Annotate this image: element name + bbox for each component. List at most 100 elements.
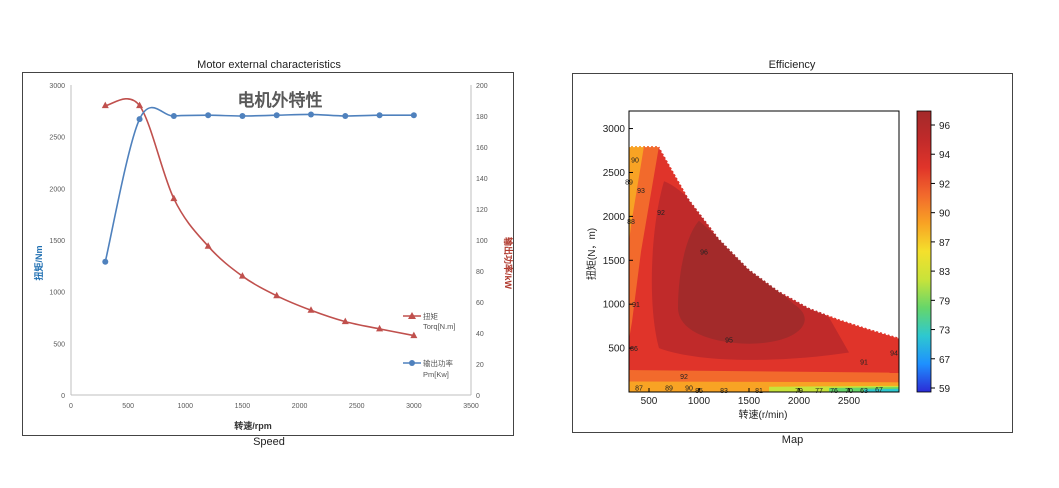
contour-label: 93 bbox=[637, 188, 645, 195]
x-tick-label: 0 bbox=[69, 403, 73, 410]
legend-power-label-en: Pm[Kw] bbox=[423, 370, 449, 379]
legend: 扭矩 Torq[N.m] 输出功率 Pm[Kw] bbox=[403, 311, 456, 379]
x-tick-label: 500 bbox=[122, 403, 134, 410]
map-x-tick-label: 2000 bbox=[788, 396, 811, 407]
right-chart-caption-bottom: Map bbox=[781, 434, 804, 446]
series-line-torque bbox=[105, 98, 415, 337]
left-chart-caption-top: Motor external characteristics bbox=[197, 59, 341, 71]
y2-tick-label: 60 bbox=[476, 300, 484, 307]
x-tick-label: 2000 bbox=[292, 403, 308, 410]
y2-tick-label: 120 bbox=[476, 207, 488, 214]
torque-point bbox=[410, 331, 418, 339]
y-tick-label: 1000 bbox=[49, 290, 65, 297]
legend-power-marker bbox=[409, 360, 415, 366]
torque-point bbox=[101, 101, 109, 109]
x-tick-label: 3500 bbox=[463, 403, 479, 410]
x-tick-label: 1000 bbox=[177, 403, 193, 410]
y2-axis-label: 输出功率/kW bbox=[503, 237, 513, 290]
colorbar-tick-label: 67 bbox=[939, 355, 951, 366]
outside-envelope bbox=[629, 111, 899, 338]
power-point bbox=[410, 112, 417, 119]
plot-frame bbox=[628, 110, 900, 393]
y-tick-label: 0 bbox=[61, 393, 65, 400]
x-tick-label: 3000 bbox=[406, 403, 422, 410]
contour-label: 89 bbox=[665, 386, 673, 393]
torque-point bbox=[238, 272, 246, 279]
colorbar-tick-label: 83 bbox=[939, 267, 951, 278]
contour-label: 87 bbox=[635, 386, 643, 393]
map-y-tick-label: 2500 bbox=[603, 168, 626, 179]
colorbar-tick-label: 92 bbox=[939, 179, 951, 190]
legend-torque-marker bbox=[408, 312, 416, 319]
contour-label: 92 bbox=[657, 210, 665, 217]
power-point bbox=[376, 112, 383, 119]
chart-title: 电机外特性 bbox=[238, 90, 323, 110]
y-tick-label: 1500 bbox=[49, 238, 65, 245]
torque-limit-curve bbox=[629, 145, 899, 339]
y2-tick-label: 140 bbox=[476, 176, 488, 183]
contour-region-89 bbox=[629, 146, 659, 340]
contour-label: 90 bbox=[631, 157, 639, 164]
power-point bbox=[308, 111, 314, 118]
y2-tick-label: 20 bbox=[476, 362, 484, 369]
power-point bbox=[136, 116, 143, 123]
legend-torque-label: 扭矩 bbox=[423, 311, 438, 321]
torque-point bbox=[341, 317, 349, 325]
map-y-tick-label: 1000 bbox=[603, 300, 626, 311]
x-tick-label: 1500 bbox=[235, 403, 251, 410]
contour-label: 91 bbox=[860, 359, 868, 366]
legend-power-label: 输出功率 bbox=[423, 358, 453, 368]
colorbar-tick-label: 79 bbox=[939, 296, 951, 307]
map-x-tick-label: 1000 bbox=[688, 396, 711, 407]
x-axis-label: 转速/rpm bbox=[234, 420, 272, 431]
colorbar-tick-label: 59 bbox=[939, 384, 951, 395]
efficiency-map-chart: 500 1000 1500 2000 2500 500 1000 1500 2000 2500 30… bbox=[585, 110, 951, 421]
map-y-tick-label: 500 bbox=[608, 344, 625, 355]
colorbar-tick-label: 94 bbox=[939, 150, 951, 161]
y2-tick-label: 200 bbox=[476, 83, 488, 90]
map-y-axis-label: 扭矩(N，m) bbox=[585, 228, 598, 280]
contour-label: 91 bbox=[632, 302, 640, 309]
legend-torque-label-en: Torq[N.m] bbox=[423, 322, 456, 331]
power-point bbox=[239, 113, 246, 119]
torque-point bbox=[204, 242, 212, 249]
colorbar-tick-label: 73 bbox=[939, 326, 951, 337]
x-tick-label: 2500 bbox=[349, 403, 365, 410]
y-tick-label: 2000 bbox=[49, 186, 65, 193]
map-x-tick-label: 2500 bbox=[838, 396, 861, 407]
y-axis-label: 扭矩/Nm bbox=[33, 245, 44, 280]
efficiency-contour-fill bbox=[629, 111, 899, 392]
contour-label: 67 bbox=[875, 387, 883, 394]
power-point bbox=[342, 113, 349, 119]
torque-point bbox=[170, 194, 178, 202]
y2-tick-label: 0 bbox=[476, 393, 480, 400]
left-chart-panel: 0 500 1000 1500 2000 2500 3000 3500 0 500 1000 1500… bbox=[22, 72, 514, 436]
map-y-tick-label: 2000 bbox=[603, 212, 626, 223]
contour-label: 86 bbox=[630, 346, 638, 353]
colorbar-tick-label: 90 bbox=[939, 209, 951, 220]
y-tick-label: 2500 bbox=[49, 135, 65, 142]
y2-tick-label: 100 bbox=[476, 238, 488, 245]
colorbar bbox=[916, 110, 932, 393]
colorbar-tick-label: 87 bbox=[939, 238, 951, 249]
series-line-power bbox=[104, 106, 414, 262]
contour-label: 88 bbox=[627, 219, 635, 226]
contour-label: 90 bbox=[685, 386, 693, 393]
contour-label: 92 bbox=[680, 374, 688, 381]
motor-characteristics-chart: 0 500 1000 1500 2000 2500 3000 3500050010001500… bbox=[33, 83, 514, 431]
right-chart-panel: 500 1000 1500 2000 2500 500 1000 1500 2000 2500 30… bbox=[572, 73, 1013, 433]
colorbar-tick-label: 96 bbox=[939, 121, 951, 132]
map-x-tick-label: 1500 bbox=[738, 396, 761, 407]
contour-region-87 bbox=[629, 146, 644, 243]
y2-tick-label: 40 bbox=[476, 331, 484, 338]
power-point bbox=[205, 112, 212, 119]
contour-region-low-63 bbox=[864, 388, 899, 392]
contour-region-96 bbox=[678, 220, 805, 344]
y2-tick-label: 80 bbox=[476, 269, 484, 276]
contour-label: 95 bbox=[725, 337, 733, 344]
contour-label: 96 bbox=[700, 250, 708, 257]
power-point bbox=[273, 112, 280, 119]
y-tick-label: 3000 bbox=[49, 83, 65, 90]
right-chart-caption-top: Efficiency bbox=[768, 59, 816, 71]
y2-tick-label: 160 bbox=[476, 145, 488, 152]
